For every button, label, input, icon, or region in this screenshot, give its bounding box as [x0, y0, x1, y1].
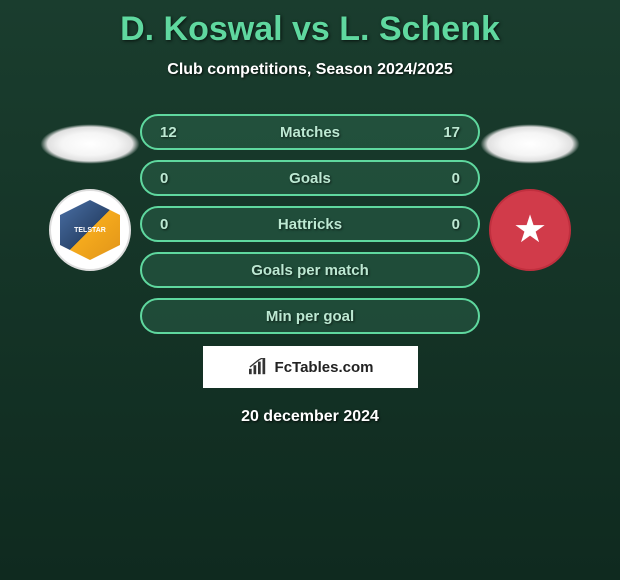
date-label: 20 december 2024	[0, 408, 620, 426]
star-icon: ★	[513, 211, 547, 249]
subtitle: Club competitions, Season 2024/2025	[0, 61, 620, 79]
page-title: D. Koswal vs L. Schenk	[0, 10, 620, 49]
stat-row: 0 Hattricks 0	[140, 206, 480, 242]
stat-left-value: 0	[160, 216, 190, 233]
player-right-column: ★	[480, 114, 580, 271]
club-badge-left-label: TELSTAR	[60, 200, 120, 260]
stat-left-value: 12	[160, 124, 190, 141]
stat-row: 0 Goals 0	[140, 160, 480, 196]
watermark-text: FcTables.com	[275, 359, 374, 376]
stat-right-value: 17	[430, 124, 460, 141]
player-right-photo	[480, 124, 580, 164]
comparison-card: D. Koswal vs L. Schenk Club competitions…	[0, 0, 620, 426]
stat-label: Goals	[190, 170, 430, 187]
club-badge-right: ★	[489, 189, 571, 271]
stat-right-value: 0	[430, 216, 460, 233]
chart-icon	[247, 358, 269, 376]
player-left-photo	[40, 124, 140, 164]
stat-right-value: 0	[430, 170, 460, 187]
club-badge-left: TELSTAR	[49, 189, 131, 271]
stat-label: Goals per match	[190, 262, 430, 279]
watermark[interactable]: FcTables.com	[203, 346, 418, 388]
stat-row: Min per goal	[140, 298, 480, 334]
stat-label: Hattricks	[190, 216, 430, 233]
stat-left-value: 0	[160, 170, 190, 187]
stat-row: 12 Matches 17	[140, 114, 480, 150]
stat-label: Min per goal	[190, 308, 430, 325]
comparison-area: TELSTAR 12 Matches 17 0 Goals 0 0 Hattri…	[0, 114, 620, 334]
player-left-column: TELSTAR	[40, 114, 140, 271]
stat-row: Goals per match	[140, 252, 480, 288]
stat-label: Matches	[190, 124, 430, 141]
stats-column: 12 Matches 17 0 Goals 0 0 Hattricks 0 Go…	[140, 114, 480, 334]
